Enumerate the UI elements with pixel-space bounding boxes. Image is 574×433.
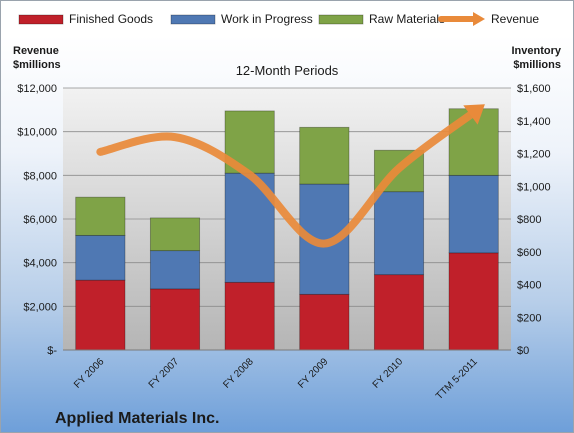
- bar-raw-materials: [149, 217, 201, 252]
- right-axis-label-line2: $millions: [513, 59, 561, 71]
- right-axis-label-line1: Inventory: [511, 45, 561, 57]
- right-tick-label: $1,600: [517, 83, 551, 95]
- legend-swatch: [170, 14, 216, 25]
- x-tick-label: FY 2008: [221, 356, 256, 391]
- left-axis-label-line2: $millions: [13, 59, 61, 71]
- bar-finished-goods: [299, 293, 350, 351]
- x-tick-label: TTM 5-2011: [434, 356, 480, 402]
- revenue-line: [96, 108, 478, 248]
- revenue-arrowhead: [463, 104, 485, 125]
- left-tick-label: $10,000: [17, 127, 57, 139]
- bar-work-in-progress: [149, 250, 201, 290]
- bars: [75, 108, 499, 351]
- right-tick-label: $0: [517, 345, 529, 357]
- x-tick-label: FY 2009: [296, 356, 331, 391]
- revenue-line-layer: [96, 104, 485, 248]
- bar-raw-materials: [299, 126, 350, 185]
- bar-finished-goods: [149, 288, 201, 351]
- chart-subtitle: 12-Month Periods: [236, 63, 339, 78]
- company-name: Applied Materials Inc.: [55, 410, 219, 427]
- bar-finished-goods: [224, 281, 275, 351]
- left-tick-label: $2,000: [23, 301, 57, 313]
- left-tick-label: $-: [47, 345, 57, 357]
- legend-label: Finished Goods: [69, 12, 153, 26]
- right-tick-label: $600: [517, 247, 541, 259]
- right-tick-label: $200: [517, 312, 541, 324]
- legend-label: Raw Materials: [369, 12, 445, 26]
- left-tick-label: $4,000: [23, 258, 57, 270]
- right-tick-label: $1,000: [517, 181, 551, 193]
- right-tick-label: $1,200: [517, 149, 551, 161]
- legend-swatch: [318, 14, 364, 25]
- legend-swatch: [18, 14, 64, 25]
- bar-finished-goods: [373, 274, 425, 351]
- left-tick-label: $6,000: [23, 214, 57, 226]
- x-tick-label: FY 2007: [147, 356, 182, 391]
- left-tick-label: $12,000: [17, 83, 57, 95]
- bar-work-in-progress: [448, 174, 499, 254]
- legend-arrow: [473, 12, 485, 26]
- legend-label: Work in Progress: [221, 12, 313, 26]
- bar-raw-materials: [75, 196, 126, 236]
- bar-work-in-progress: [373, 191, 425, 276]
- bar-work-in-progress: [75, 234, 126, 281]
- x-tick-label: FY 2006: [72, 356, 107, 391]
- right-tick-label: $800: [517, 214, 541, 226]
- left-axis-label-line1: Revenue: [13, 45, 59, 57]
- bar-finished-goods: [448, 252, 499, 351]
- bar-finished-goods: [75, 279, 126, 351]
- left-tick-label: $8,000: [23, 170, 57, 182]
- right-tick-label: $400: [517, 280, 541, 292]
- legend-label: Revenue: [491, 12, 539, 26]
- right-tick-label: $1,400: [517, 116, 551, 128]
- legend: Finished Goods Work in Progress Raw Materi…: [18, 12, 539, 26]
- x-tick-label: FY 2010: [371, 356, 406, 391]
